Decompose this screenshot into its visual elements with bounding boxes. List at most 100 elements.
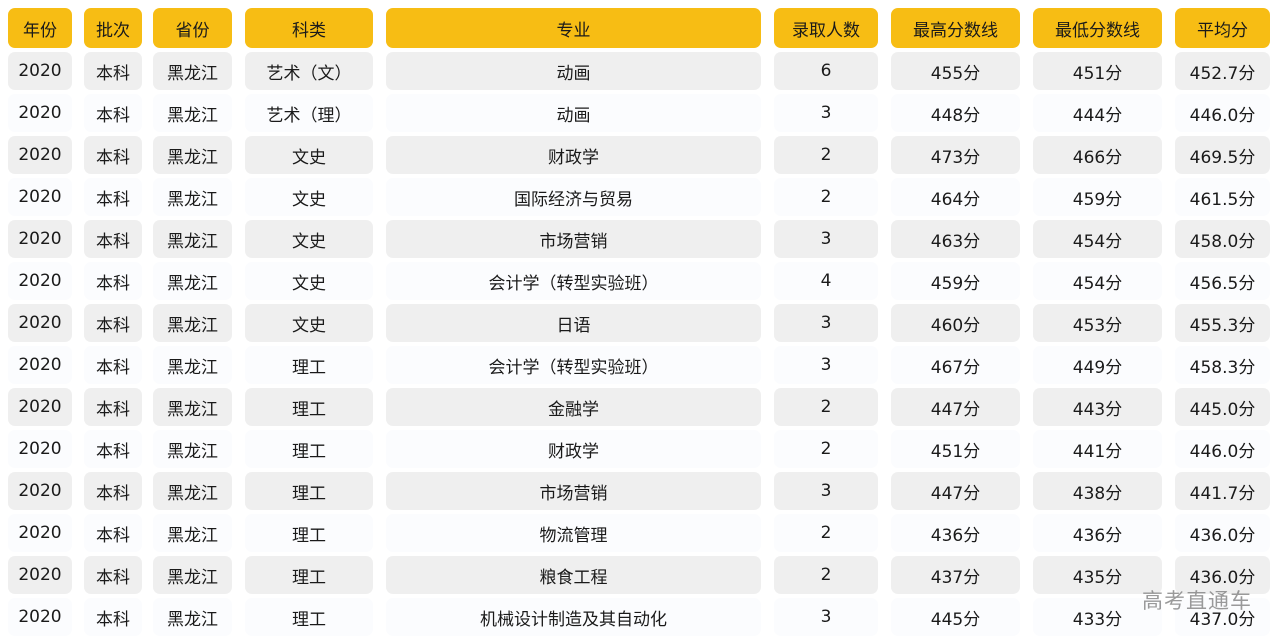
cell-province: 黑龙江 bbox=[153, 52, 232, 90]
cell-max-score: 463分 bbox=[891, 220, 1020, 258]
table-row: 2020 本科 黑龙江 艺术（理） 动画 3 448分 444分 446.0分 bbox=[0, 92, 1280, 134]
cell-max-score: 447分 bbox=[891, 388, 1020, 426]
cell-province: 黑龙江 bbox=[153, 430, 232, 468]
table-row: 2020 本科 黑龙江 文史 财政学 2 473分 466分 469.5分 bbox=[0, 134, 1280, 176]
cell-category: 理工 bbox=[245, 346, 373, 384]
cell-avg-score: 456.5分 bbox=[1175, 262, 1270, 300]
cell-batch: 本科 bbox=[84, 430, 142, 468]
cell-major: 会计学（转型实验班） bbox=[386, 346, 761, 384]
cell-max-score: 436分 bbox=[891, 514, 1020, 552]
cell-avg-score: 458.3分 bbox=[1175, 346, 1270, 384]
cell-batch: 本科 bbox=[84, 52, 142, 90]
cell-max-score: 460分 bbox=[891, 304, 1020, 342]
cell-admitted-count: 2 bbox=[774, 388, 878, 426]
cell-admitted-count: 2 bbox=[774, 430, 878, 468]
cell-avg-score: 436.0分 bbox=[1175, 514, 1270, 552]
cell-year: 2020 bbox=[8, 472, 72, 510]
cell-min-score: 451分 bbox=[1033, 52, 1162, 90]
cell-major: 日语 bbox=[386, 304, 761, 342]
cell-avg-score: 469.5分 bbox=[1175, 136, 1270, 174]
cell-min-score: 466分 bbox=[1033, 136, 1162, 174]
cell-province: 黑龙江 bbox=[153, 136, 232, 174]
cell-min-score: 443分 bbox=[1033, 388, 1162, 426]
cell-province: 黑龙江 bbox=[153, 262, 232, 300]
cell-category: 文史 bbox=[245, 304, 373, 342]
cell-category: 理工 bbox=[245, 430, 373, 468]
table-body: 2020 本科 黑龙江 艺术（文） 动画 6 455分 451分 452.7分 2020 本科 黑龙江… bbox=[0, 50, 1280, 638]
cell-category: 文史 bbox=[245, 136, 373, 174]
cell-min-score: 459分 bbox=[1033, 178, 1162, 216]
cell-year: 2020 bbox=[8, 304, 72, 342]
cell-batch: 本科 bbox=[84, 94, 142, 132]
cell-category: 文史 bbox=[245, 178, 373, 216]
cell-admitted-count: 4 bbox=[774, 262, 878, 300]
cell-year: 2020 bbox=[8, 430, 72, 468]
cell-year: 2020 bbox=[8, 178, 72, 216]
header-major: 专业 bbox=[386, 8, 761, 48]
cell-batch: 本科 bbox=[84, 514, 142, 552]
cell-min-score: 454分 bbox=[1033, 220, 1162, 258]
cell-province: 黑龙江 bbox=[153, 514, 232, 552]
cell-avg-score: 446.0分 bbox=[1175, 94, 1270, 132]
table-row: 2020 本科 黑龙江 理工 会计学（转型实验班） 3 467分 449分 458.3分 bbox=[0, 344, 1280, 386]
header-province: 省份 bbox=[153, 8, 232, 48]
cell-category: 艺术（理） bbox=[245, 94, 373, 132]
cell-major: 粮食工程 bbox=[386, 556, 761, 594]
cell-admitted-count: 2 bbox=[774, 136, 878, 174]
cell-batch: 本科 bbox=[84, 178, 142, 216]
header-category: 科类 bbox=[245, 8, 373, 48]
cell-max-score: 455分 bbox=[891, 52, 1020, 90]
cell-avg-score: 455.3分 bbox=[1175, 304, 1270, 342]
cell-category: 理工 bbox=[245, 388, 373, 426]
table-row: 2020 本科 黑龙江 理工 财政学 2 451分 441分 446.0分 bbox=[0, 428, 1280, 470]
cell-admitted-count: 3 bbox=[774, 94, 878, 132]
cell-category: 文史 bbox=[245, 262, 373, 300]
cell-max-score: 459分 bbox=[891, 262, 1020, 300]
cell-year: 2020 bbox=[8, 388, 72, 426]
cell-avg-score: 458.0分 bbox=[1175, 220, 1270, 258]
cell-admitted-count: 6 bbox=[774, 52, 878, 90]
cell-province: 黑龙江 bbox=[153, 304, 232, 342]
table-row: 2020 本科 黑龙江 理工 机械设计制造及其自动化 3 445分 433分 437.0分 bbox=[0, 596, 1280, 638]
watermark-text: 高考直通车 bbox=[1142, 589, 1252, 613]
cell-max-score: 451分 bbox=[891, 430, 1020, 468]
cell-province: 黑龙江 bbox=[153, 220, 232, 258]
cell-avg-score: 452.7分 bbox=[1175, 52, 1270, 90]
table-row: 2020 本科 黑龙江 文史 市场营销 3 463分 454分 458.0分 bbox=[0, 218, 1280, 260]
cell-major: 金融学 bbox=[386, 388, 761, 426]
cell-min-score: 433分 bbox=[1033, 598, 1162, 636]
cell-batch: 本科 bbox=[84, 556, 142, 594]
cell-year: 2020 bbox=[8, 94, 72, 132]
cell-province: 黑龙江 bbox=[153, 178, 232, 216]
table-row: 2020 本科 黑龙江 理工 金融学 2 447分 443分 445.0分 bbox=[0, 386, 1280, 428]
cell-year: 2020 bbox=[8, 598, 72, 636]
table-row: 2020 本科 黑龙江 文史 会计学（转型实验班） 4 459分 454分 456.5分 bbox=[0, 260, 1280, 302]
cell-batch: 本科 bbox=[84, 136, 142, 174]
cell-major: 动画 bbox=[386, 94, 761, 132]
cell-major: 财政学 bbox=[386, 430, 761, 468]
table-row: 2020 本科 黑龙江 文史 国际经济与贸易 2 464分 459分 461.5分 bbox=[0, 176, 1280, 218]
cell-major: 市场营销 bbox=[386, 472, 761, 510]
header-avg-score: 平均分 bbox=[1175, 8, 1270, 48]
cell-max-score: 464分 bbox=[891, 178, 1020, 216]
cell-year: 2020 bbox=[8, 52, 72, 90]
cell-batch: 本科 bbox=[84, 598, 142, 636]
cell-major: 物流管理 bbox=[386, 514, 761, 552]
cell-year: 2020 bbox=[8, 346, 72, 384]
header-batch: 批次 bbox=[84, 8, 142, 48]
cell-major: 机械设计制造及其自动化 bbox=[386, 598, 761, 636]
table-header: 年份 批次 省份 科类 专业 录取人数 最高分数线 最低分数线 平均分 bbox=[0, 0, 1280, 50]
cell-max-score: 448分 bbox=[891, 94, 1020, 132]
cell-category: 理工 bbox=[245, 598, 373, 636]
cell-admitted-count: 2 bbox=[774, 178, 878, 216]
cell-category: 文史 bbox=[245, 220, 373, 258]
cell-max-score: 437分 bbox=[891, 556, 1020, 594]
cell-province: 黑龙江 bbox=[153, 556, 232, 594]
cell-batch: 本科 bbox=[84, 388, 142, 426]
cell-major: 财政学 bbox=[386, 136, 761, 174]
cell-min-score: 444分 bbox=[1033, 94, 1162, 132]
cell-min-score: 435分 bbox=[1033, 556, 1162, 594]
cell-major: 市场营销 bbox=[386, 220, 761, 258]
cell-max-score: 445分 bbox=[891, 598, 1020, 636]
cell-province: 黑龙江 bbox=[153, 472, 232, 510]
